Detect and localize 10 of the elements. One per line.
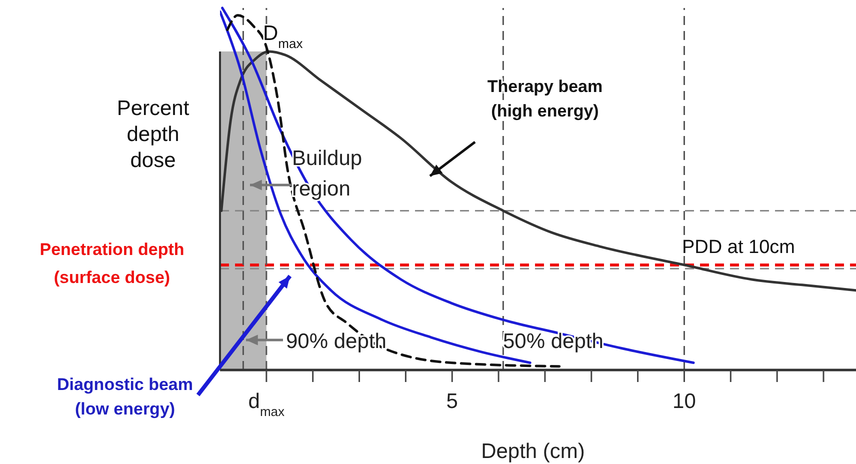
annotation: PDD at 10cm — [682, 237, 795, 258]
ref-line-label: Penetration depth (surface dose) — [40, 240, 184, 288]
x-axis-title: Depth (cm) — [481, 440, 585, 463]
x-tick-label: 5 — [446, 390, 458, 413]
x-tick-label: 10 — [672, 390, 696, 413]
text: Diagnostic beam (low energy) — [56, 375, 194, 419]
annotation: Therapy beam (high energy) — [487, 77, 603, 121]
x-tick-label: d$_{max}$ — [248, 390, 286, 418]
y-axis-title: Percent depth dose — [116, 97, 190, 172]
annotation: D$_{max}$ — [263, 22, 304, 50]
